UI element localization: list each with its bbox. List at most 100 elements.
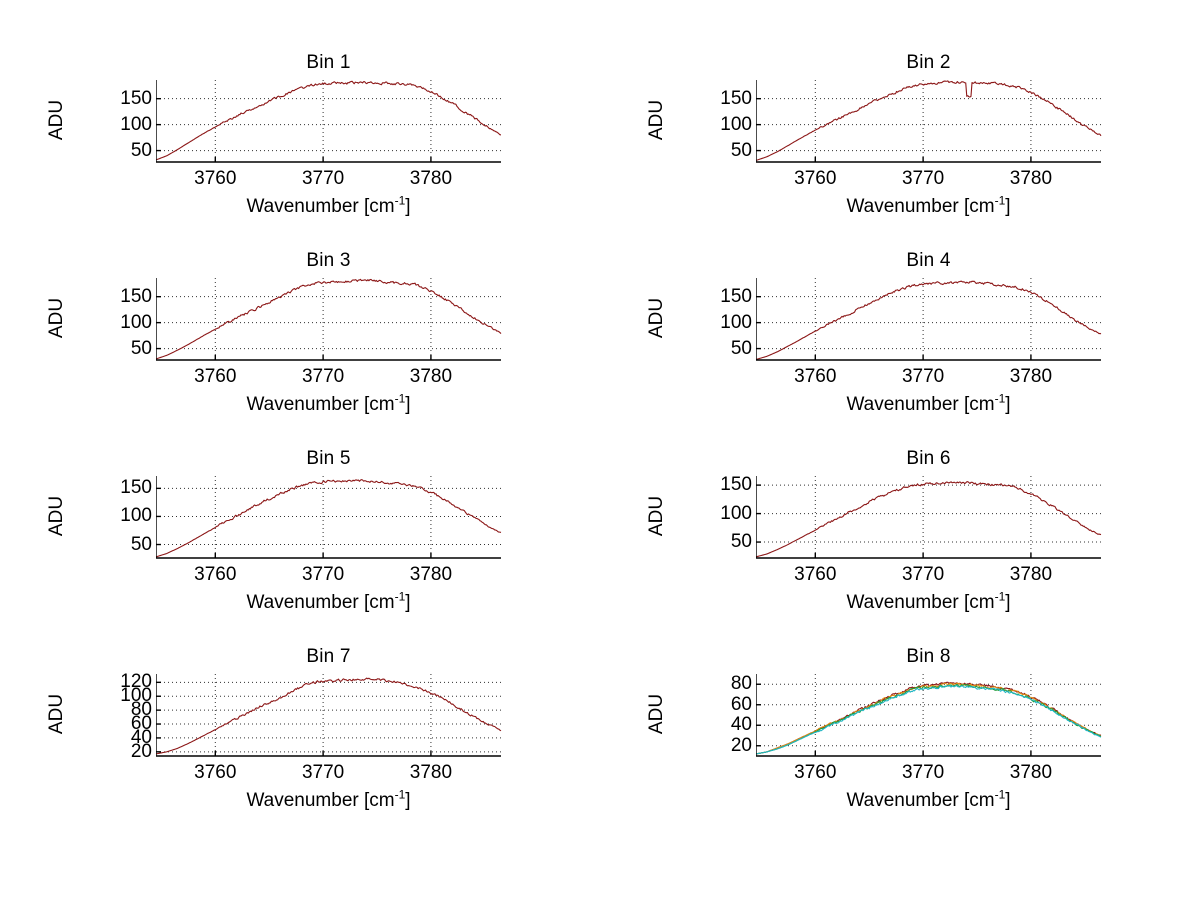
data-trace: [756, 683, 1102, 755]
x-axis-label-bracket: ]: [405, 196, 411, 217]
x-axis-label-exponent: -1: [994, 787, 1006, 802]
x-axis-label-text: Wavenumber [cm: [246, 592, 395, 613]
data-trace: [756, 684, 1102, 755]
x-tick-label: 3760: [194, 564, 237, 585]
plot-axes: [756, 476, 1102, 559]
y-tick-label: 100: [720, 311, 752, 333]
x-axis-label-exponent: -1: [994, 391, 1006, 406]
x-tick-label: 3760: [794, 564, 837, 585]
x-tick-label: 3760: [794, 762, 837, 783]
panel-title: Bin 4: [906, 250, 951, 271]
x-axis-label-text: Wavenumber [cm: [246, 196, 395, 217]
panel-title: Bin 7: [306, 646, 351, 667]
plot-panel: Bin 5 50 100 150 ADU 3760 3770 3780 Wavenumber […: [40, 440, 640, 640]
y-axis-label: ADU: [646, 99, 667, 141]
x-tick-label: 3780: [1009, 366, 1053, 387]
y-tick-labels: 50 100 150: [100, 80, 152, 162]
x-axis-label-text: Wavenumber [cm: [246, 394, 395, 415]
x-tick-labels: 3760 3770 3780: [756, 366, 1101, 390]
plot-panel: Bin 6 50 100 150 ADU 3760 3770 3780 Wavenumber […: [640, 440, 1200, 640]
x-axis-label-bracket: ]: [405, 394, 411, 415]
x-axis-label: Wavenumber [cm-1]: [156, 193, 501, 218]
plot-area: [756, 674, 1102, 757]
x-axis-label: Wavenumber [cm-1]: [756, 391, 1101, 416]
x-axis-label-exponent: -1: [994, 589, 1006, 604]
plot-area: [756, 476, 1102, 559]
x-axis-label-exponent: -1: [994, 193, 1006, 208]
plot-area: [156, 80, 502, 163]
y-tick-label: 80: [730, 673, 752, 695]
x-tick-labels: 3760 3770 3780: [156, 762, 501, 786]
x-tick-label: 3780: [409, 762, 453, 783]
data-trace: [156, 80, 502, 161]
plot-panel: Bin 8 20 40 60 80 ADU 3760 3770 3780 Wavenumber […: [640, 638, 1200, 838]
y-tick-label: 120: [120, 671, 152, 693]
x-tick-label: 3760: [194, 366, 237, 387]
x-axis-label: Wavenumber [cm-1]: [156, 591, 501, 614]
y-tick-label: 40: [730, 714, 752, 736]
y-axis-label: ADU: [46, 99, 67, 141]
x-tick-label: 3770: [901, 564, 945, 585]
x-tick-label: 3780: [409, 564, 453, 585]
y-axis-label: ADU: [646, 297, 667, 339]
x-tick-label: 3770: [301, 564, 345, 585]
x-tick-label: 3760: [794, 366, 837, 387]
panel-title: Bin 1: [306, 52, 351, 73]
y-tick-label: 60: [730, 693, 752, 715]
plot-axes: [156, 80, 502, 163]
plot-axes: [756, 278, 1102, 361]
y-tick-label: 100: [720, 502, 752, 524]
x-tick-label: 3770: [301, 762, 345, 783]
y-tick-label: 40: [130, 726, 152, 748]
y-tick-label: 150: [120, 477, 152, 499]
y-tick-label: 100: [120, 685, 152, 707]
x-axis-label-text: Wavenumber [cm: [846, 790, 995, 811]
y-tick-labels: 20 40 60 80: [700, 674, 752, 756]
plot-area: [156, 476, 502, 559]
panel-title: Bin 5: [306, 448, 351, 469]
y-tick-labels: 50 100 150: [100, 278, 152, 360]
x-axis-label-bracket: ]: [405, 790, 411, 811]
plot-panel: Bin 3 50 100 150 ADU 3760 3770 3780 Wavenumber […: [40, 242, 640, 442]
panel-title: Bin 8: [906, 646, 951, 667]
y-tick-label: 50: [130, 139, 152, 161]
y-tick-label: 50: [130, 533, 152, 555]
y-tick-labels: 20 40 60 80 100 120: [100, 671, 152, 760]
plot-area: [156, 674, 502, 757]
x-tick-label: 3760: [194, 762, 237, 783]
x-axis-label-exponent: -1: [394, 193, 406, 208]
x-axis-label-exponent: -1: [394, 391, 406, 406]
data-trace: [156, 278, 502, 360]
x-axis-label-exponent: -1: [394, 787, 406, 802]
x-axis-label-text: Wavenumber [cm: [246, 790, 395, 811]
y-tick-label: 50: [130, 337, 152, 359]
x-axis-label: Wavenumber [cm-1]: [756, 193, 1101, 218]
x-axis-label-bracket: ]: [1005, 592, 1011, 613]
x-tick-label: 3780: [1009, 564, 1053, 585]
panel-title: Bin 3: [306, 250, 351, 271]
x-axis-label: Wavenumber [cm-1]: [756, 787, 1101, 812]
x-tick-labels: 3760 3770 3780: [156, 366, 501, 390]
plot-panel: Bin 4 50 100 150 ADU 3760 3770 3780 Wavenumber […: [640, 242, 1200, 442]
plot-area: [756, 80, 1102, 163]
y-tick-label: 150: [120, 285, 152, 307]
x-axis-label-text: Wavenumber [cm: [846, 592, 995, 613]
y-tick-label: 50: [730, 337, 752, 359]
plot-axes: [156, 476, 502, 559]
y-axis-label: ADU: [46, 297, 67, 339]
x-tick-label: 3760: [794, 168, 837, 189]
panel-title: Bin 2: [906, 52, 951, 73]
y-tick-labels: 50 100 150: [700, 475, 752, 558]
x-tick-labels: 3760 3770 3780: [156, 564, 501, 588]
data-trace: [756, 682, 1102, 755]
x-axis-label: Wavenumber [cm-1]: [156, 391, 501, 416]
y-axis-label: ADU: [46, 693, 67, 735]
x-tick-label: 3770: [301, 366, 345, 387]
x-tick-label: 3770: [301, 168, 345, 189]
y-axis-label: ADU: [646, 693, 667, 735]
data-trace: [756, 681, 1102, 755]
plot-axes: [756, 674, 1102, 757]
x-tick-label: 3780: [1009, 168, 1053, 189]
x-tick-labels: 3760 3770 3780: [156, 168, 501, 192]
y-tick-label: 150: [120, 87, 152, 109]
